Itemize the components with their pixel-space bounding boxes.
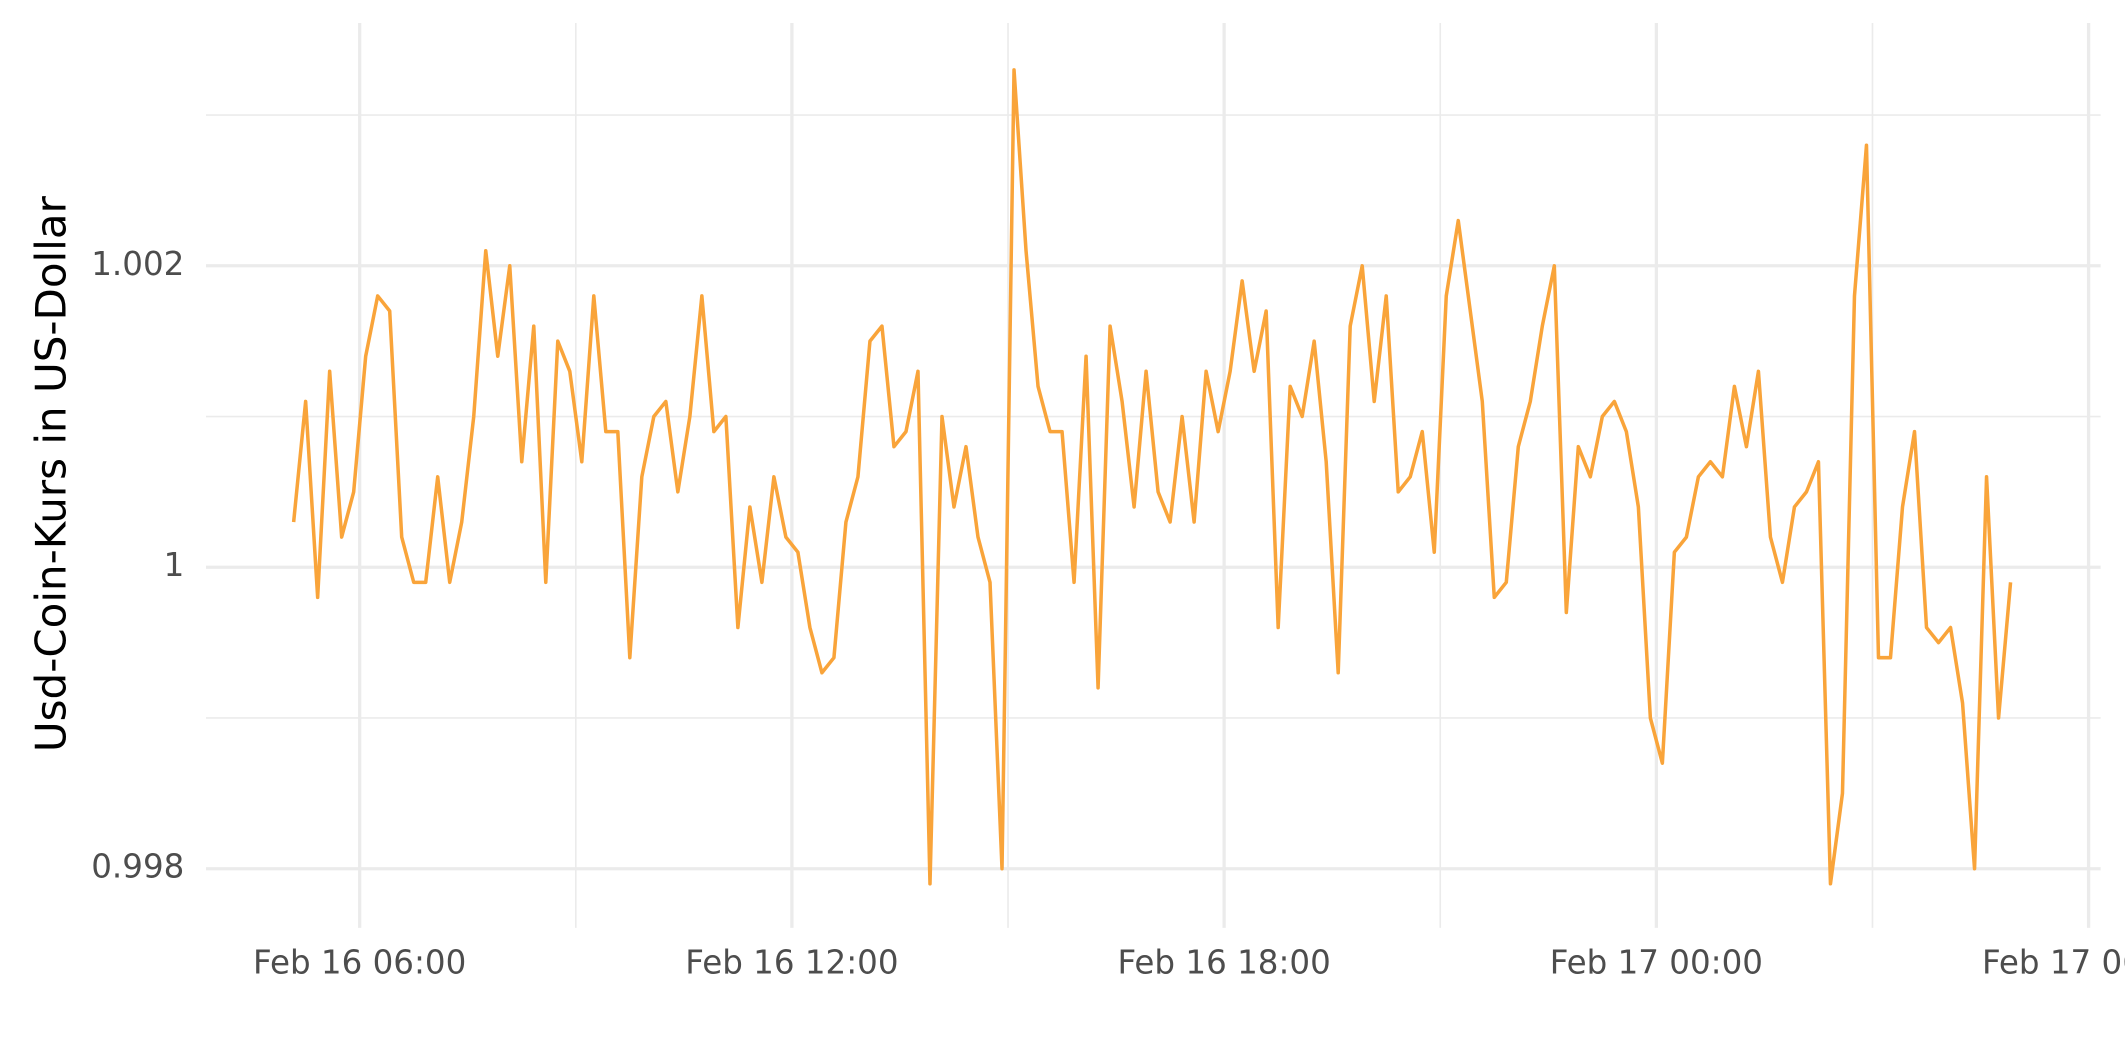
x-tick-label: Feb 16 12:00 [685, 943, 898, 981]
y-tick-label: 1 [164, 546, 185, 584]
y-tick-label: 0.998 [91, 848, 184, 886]
y-tick-label: 1.002 [91, 245, 184, 283]
y-axis-label: Usd-Coin-Kurs in US-Dollar [27, 195, 76, 752]
x-tick-label: Feb 16 06:00 [253, 943, 466, 981]
x-tick-label: Feb 17 06:00 [1982, 943, 2125, 981]
x-tick-label: Feb 17 00:00 [1550, 943, 1763, 981]
x-tick-label: Feb 16 18:00 [1118, 943, 1331, 981]
data-line [291, 68, 2013, 886]
